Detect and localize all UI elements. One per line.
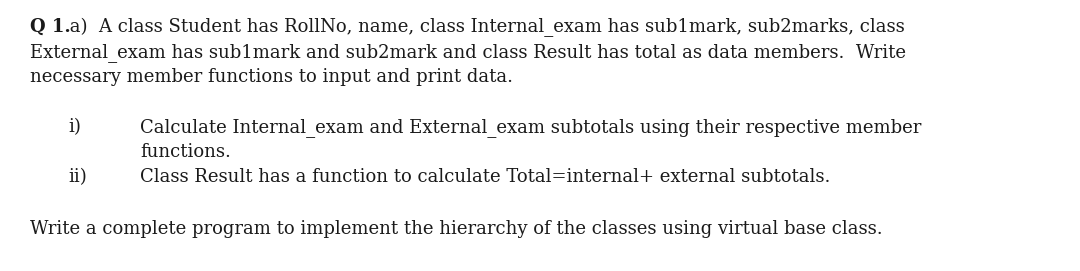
Text: functions.: functions. [140, 143, 231, 161]
Text: ii): ii) [68, 168, 86, 186]
Text: i): i) [68, 118, 81, 136]
Text: Class Result has a function to calculate Total=internal+ external subtotals.: Class Result has a function to calculate… [140, 168, 831, 186]
Text: External_exam has sub1mark and sub2mark and class Result has total as data membe: External_exam has sub1mark and sub2mark … [30, 43, 906, 62]
Text: Calculate Internal_exam and External_exam subtotals using their respective membe: Calculate Internal_exam and External_exa… [140, 118, 921, 137]
Text: necessary member functions to input and print data.: necessary member functions to input and … [30, 68, 513, 86]
Text: a)  A class Student has RollNo, name, class Internal_exam has sub1mark, sub2mark: a) A class Student has RollNo, name, cla… [64, 18, 905, 37]
Text: Q 1.: Q 1. [30, 18, 71, 36]
Text: Write a complete program to implement the hierarchy of the classes using virtual: Write a complete program to implement th… [30, 220, 882, 238]
